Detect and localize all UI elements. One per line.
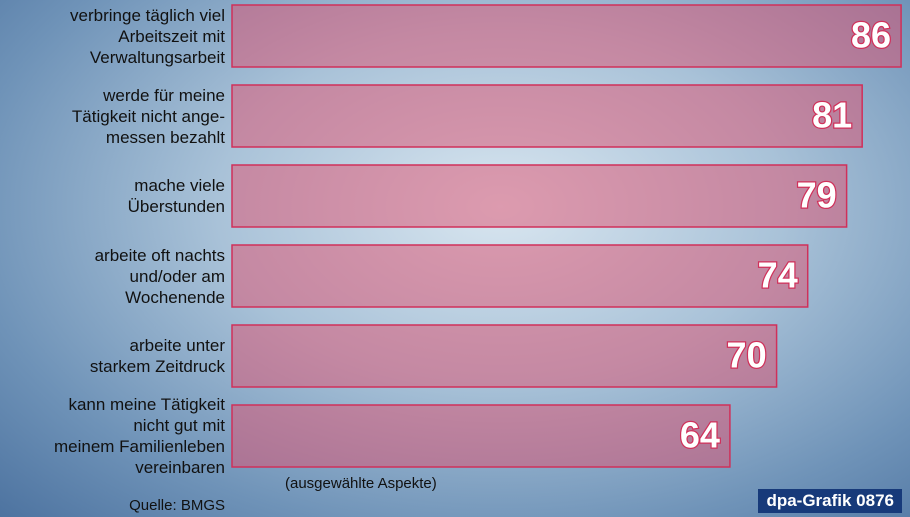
category-label: verbringe täglich viel Arbeitszeit mit V…	[0, 5, 225, 68]
source: Quelle: BMGS	[0, 497, 225, 514]
bar	[232, 5, 901, 67]
value-label: 79	[797, 175, 837, 216]
category-label: mache viele Überstunden	[0, 175, 225, 217]
bar	[232, 165, 847, 227]
bar	[232, 325, 777, 387]
bar	[232, 405, 730, 467]
chart: 86 81 79 74 7064 (ausgewählte Aspekte) Quell…	[0, 0, 910, 517]
category-label: arbeite oft nachts und/oder am Wochenend…	[0, 245, 225, 308]
category-label: werde für meine Tätigkeit nicht ange- me…	[0, 85, 225, 148]
credit: dpa-Grafik 0876	[758, 489, 902, 513]
bar	[232, 245, 808, 307]
value-label: 64	[680, 415, 720, 456]
category-label: arbeite unter starkem Zeitdruck	[0, 335, 225, 377]
category-label: kann meine Tätigkeit nicht gut mit meine…	[0, 394, 225, 478]
bar	[232, 85, 862, 147]
value-label: 70	[727, 335, 767, 376]
value-label: 74	[758, 255, 798, 296]
note: (ausgewählte Aspekte)	[285, 475, 437, 492]
value-label: 86	[851, 15, 891, 56]
value-label: 81	[812, 95, 852, 136]
